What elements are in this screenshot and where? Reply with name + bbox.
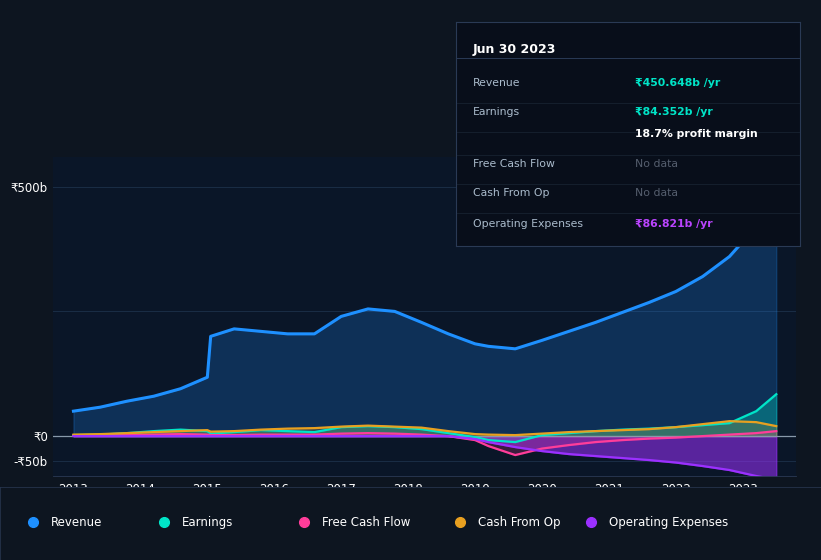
Text: Free Cash Flow: Free Cash Flow	[322, 516, 410, 529]
Text: Revenue: Revenue	[473, 78, 521, 88]
Text: Earnings: Earnings	[473, 107, 520, 117]
Text: ₹84.352b /yr: ₹84.352b /yr	[635, 107, 713, 117]
Text: Revenue: Revenue	[51, 516, 103, 529]
Text: ₹450.648b /yr: ₹450.648b /yr	[635, 78, 720, 88]
Text: Cash From Op: Cash From Op	[478, 516, 560, 529]
Text: ₹86.821b /yr: ₹86.821b /yr	[635, 219, 713, 229]
Text: 18.7% profit margin: 18.7% profit margin	[635, 129, 758, 139]
Text: Jun 30 2023: Jun 30 2023	[473, 43, 557, 55]
Text: Operating Expenses: Operating Expenses	[473, 219, 583, 229]
Text: Cash From Op: Cash From Op	[473, 188, 549, 198]
Text: Operating Expenses: Operating Expenses	[609, 516, 728, 529]
Text: Free Cash Flow: Free Cash Flow	[473, 158, 555, 169]
Text: Earnings: Earnings	[182, 516, 234, 529]
Text: No data: No data	[635, 158, 678, 169]
Text: No data: No data	[635, 188, 678, 198]
